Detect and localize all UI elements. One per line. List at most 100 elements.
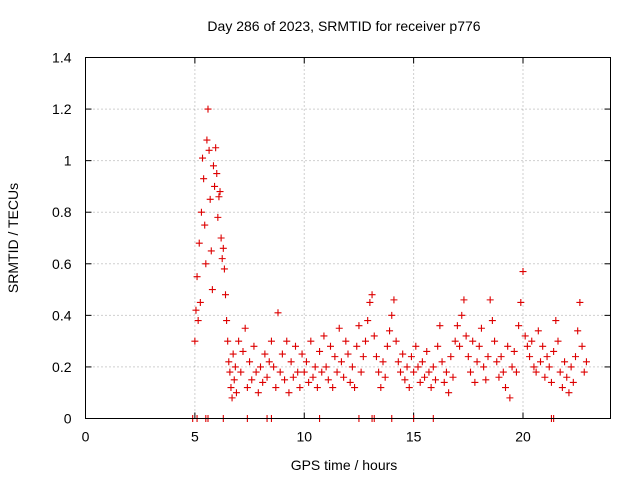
data-point [580, 368, 588, 376]
data-point [212, 144, 220, 152]
data-point [324, 376, 332, 384]
data-point [495, 373, 503, 381]
data-point [270, 363, 278, 371]
data-point [213, 170, 221, 178]
data-point [239, 347, 247, 355]
data-point [203, 136, 211, 144]
data-point [259, 378, 267, 386]
data-point [526, 353, 534, 361]
data-point [582, 358, 590, 366]
data-point [337, 358, 345, 366]
data-point [497, 353, 505, 361]
data-point [289, 373, 297, 381]
data-point [569, 378, 577, 386]
data-point [386, 327, 394, 335]
y-tick-label: 0.4 [52, 307, 72, 323]
data-point [366, 298, 374, 306]
data-point [499, 368, 507, 376]
data-point [294, 368, 302, 376]
data-point [217, 234, 225, 242]
data-point [283, 337, 291, 345]
data-point [416, 378, 424, 386]
data-point [224, 337, 232, 345]
data-point [383, 342, 391, 350]
data-point [254, 389, 262, 397]
data-point [370, 332, 378, 340]
data-point [342, 337, 350, 345]
data-point [364, 317, 372, 325]
data-point [248, 376, 256, 384]
data-point [193, 273, 201, 281]
data-point [425, 368, 433, 376]
data-point [432, 376, 439, 384]
data-point [292, 342, 299, 350]
data-point [220, 265, 228, 273]
data-point [427, 384, 435, 392]
data-point [192, 306, 200, 314]
x-tick-label: 15 [406, 429, 422, 445]
x-axis-label: GPS time / hours [291, 457, 398, 473]
y-tick-label: 0.6 [52, 256, 72, 272]
data-point [263, 373, 271, 381]
data-point [246, 358, 254, 366]
data-point [394, 358, 402, 366]
data-point [467, 368, 474, 376]
data-point [329, 384, 337, 392]
data-point [278, 350, 286, 358]
data-point [504, 342, 512, 350]
data-point [515, 322, 523, 330]
data-point [506, 394, 514, 402]
data-point [541, 373, 549, 381]
data-point [482, 376, 490, 384]
data-point [545, 363, 553, 371]
data-point [565, 389, 573, 397]
chart-title: Day 286 of 2023, SRMTID for receiver p77… [207, 18, 480, 34]
data-point [211, 182, 219, 190]
data-point [250, 342, 258, 350]
data-point [261, 350, 269, 358]
data-point [215, 193, 223, 201]
data-point [388, 311, 396, 319]
data-point [572, 353, 579, 361]
data-point [218, 255, 226, 263]
data-point [519, 268, 527, 276]
data-point [237, 368, 245, 376]
y-tick-label: 0.2 [52, 359, 72, 375]
data-point [362, 337, 369, 345]
data-point [405, 384, 413, 392]
data-point [309, 373, 317, 381]
data-point [375, 368, 383, 376]
data-point [331, 353, 339, 361]
data-point [316, 347, 324, 355]
data-point [322, 363, 330, 371]
data-point [226, 368, 234, 376]
data-point [207, 247, 215, 255]
data-point [206, 195, 214, 203]
x-tick-label: 10 [296, 429, 312, 445]
data-point [228, 394, 236, 402]
data-point [547, 378, 555, 386]
data-point [243, 384, 251, 392]
data-point [311, 363, 319, 371]
data-point [438, 358, 446, 366]
data-point [227, 384, 235, 392]
data-point [333, 368, 341, 376]
data-point [285, 389, 293, 397]
data-point [377, 384, 385, 392]
data-points [189, 105, 590, 422]
data-point [473, 358, 481, 366]
y-tick-label: 1.2 [52, 101, 72, 117]
data-point [318, 368, 326, 376]
data-point [434, 342, 442, 350]
data-point [399, 350, 407, 358]
data-point [200, 175, 208, 183]
data-point [274, 309, 282, 317]
data-point [440, 378, 448, 386]
data-point [421, 373, 429, 381]
data-point [442, 368, 450, 376]
data-point [346, 378, 354, 386]
data-point [231, 363, 239, 371]
data-point [512, 368, 520, 376]
data-point [287, 358, 295, 366]
data-point [196, 298, 204, 306]
